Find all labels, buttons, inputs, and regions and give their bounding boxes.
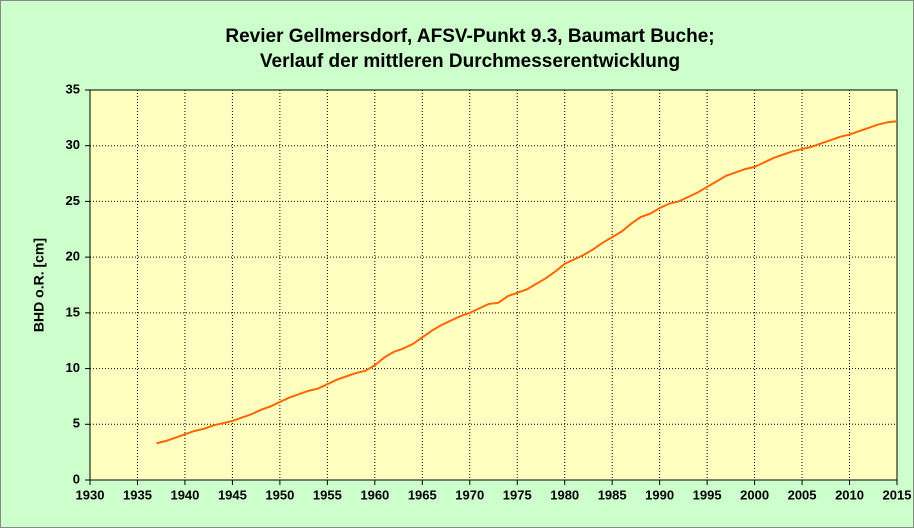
x-tick-label: 1970 [455,487,484,502]
x-tick-label: 2015 [883,487,912,502]
y-tick-label: 5 [73,416,80,431]
y-tick-label: 10 [66,360,80,375]
y-axis-label: BHD o.R. [cm] [31,238,47,332]
x-tick-label: 1995 [693,487,722,502]
x-tick-label: 1975 [503,487,532,502]
x-tick-label: 1950 [265,487,294,502]
y-tick-label: 20 [66,249,80,264]
x-tick-label: 1935 [123,487,152,502]
y-tick-label: 35 [66,81,80,96]
x-tick-label: 1930 [76,487,105,502]
plot-frame [89,89,898,481]
x-tick-label: 1980 [550,487,579,502]
x-tick-label: 1955 [313,487,342,502]
y-tick-label: 30 [66,137,80,152]
y-tick-label: 0 [73,471,80,486]
x-tick-label: 1990 [645,487,674,502]
x-tick-label: 1945 [218,487,247,502]
x-tick-label: 2005 [788,487,817,502]
x-tick-label: 1965 [408,487,437,502]
y-tick-label: 25 [66,193,80,208]
x-tick-label: 2010 [835,487,864,502]
x-tick-label: 1940 [170,487,199,502]
chart-title: Revier Gellmersdorf, AFSV-Punkt 9.3, Bau… [225,26,714,47]
plot-area [89,89,898,481]
x-tick-label: 2000 [740,487,769,502]
y-tick-label: 15 [66,304,80,319]
x-tick-label: 1960 [360,487,389,502]
data-line [156,120,898,445]
chart-title: Verlauf der mittleren Durchmesserentwick… [260,51,680,72]
x-tick-label: 1985 [598,487,627,502]
